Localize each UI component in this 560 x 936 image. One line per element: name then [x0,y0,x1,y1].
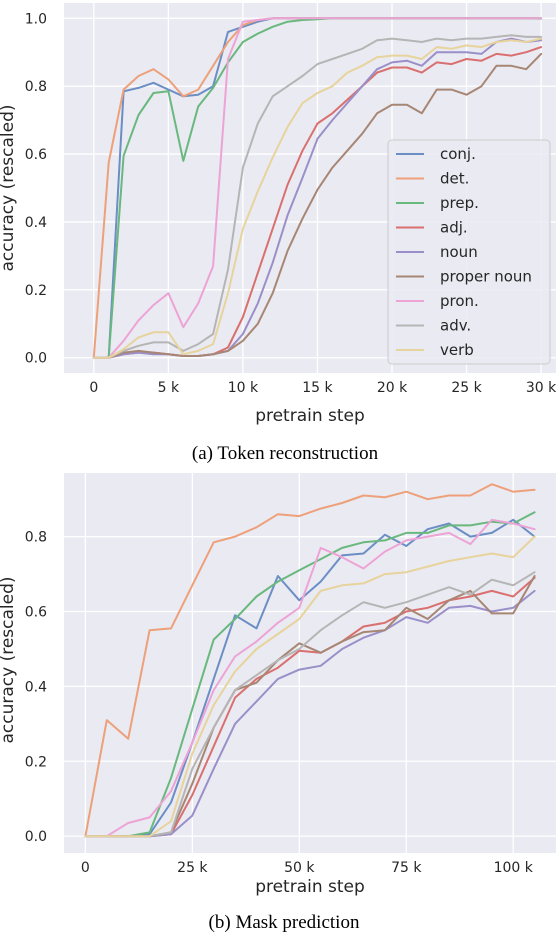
y-tick-label: 0.8 [25,530,47,546]
y-axis-label: accuracy (rescaled) [0,104,18,271]
y-axis-label: accuracy (rescaled) [0,576,18,743]
legend-label-det: det. [440,170,469,188]
x-tick-label: 0 [81,860,90,876]
x-tick-labels: 0 25 k 50 k 75 k 100 k [81,860,534,876]
x-tick-labels: 0 5 k 10 k 15 k 20 k 25 k 30 k [89,380,557,396]
legend-label-proper-noun: proper noun [440,268,532,286]
legend-label-adj: adj. [440,219,468,237]
x-tick-label: 50 k [284,860,315,876]
x-axis-label: pretrain step [255,877,365,897]
y-tick-label: 0.0 [25,351,47,367]
series-line-det [84,483,536,838]
x-tick-label: 100 k [494,860,534,876]
y-tick-label: 0.6 [25,605,47,621]
legend-label-conj: conj. [440,145,476,163]
legend-label-verb: verb [440,341,474,359]
x-tick-label: 0 [89,380,98,396]
x-axis-label: pretrain step [255,406,365,426]
series-lines [92,17,543,359]
x-tick-label: 20 k [377,380,408,396]
panel-token-reconstruction: 0 5 k 10 k 15 k 20 k 25 k 30 k 0.0 0.2 0.4 0.6 0.8… [0,3,557,464]
series-line-pron [92,17,543,359]
y-tick-label: 0.4 [25,679,47,695]
legend-box [387,139,551,365]
legend-label-adv: adv. [440,317,471,335]
x-tick-label: 30 k [526,380,557,396]
series-line-adv [84,571,536,838]
y-tick-label: 0.2 [25,754,47,770]
y-tick-label: 0.8 [25,79,47,95]
legend-label-pron: pron. [440,292,479,310]
series-line-verb [84,535,536,838]
y-tick-label: 0.6 [25,147,47,163]
series-line-verb [92,37,543,359]
caption-b: (b) Mask prediction [209,912,360,933]
x-tick-label: 10 k [228,380,259,396]
series-lines [84,483,536,838]
panel-mask-prediction: 0 25 k 50 k 75 k 100 k 0.0 0.2 0.4 0.6 0.8 pretr… [0,473,556,933]
x-tick-label: 25 k [177,860,208,876]
y-tick-label: 0.4 [25,215,47,231]
x-tick-label: 15 k [302,380,333,396]
y-tick-labels: 0.0 0.2 0.4 0.6 0.8 1.0 [25,11,47,366]
x-tick-label: 25 k [451,380,482,396]
x-tick-label: 5 k [158,380,180,396]
y-tick-label: 0.2 [25,283,47,299]
x-tick-label: 75 k [391,860,422,876]
series-line-conj [84,518,536,838]
y-tick-label: 1.0 [25,11,47,27]
y-tick-labels: 0.0 0.2 0.4 0.6 0.8 [25,530,47,846]
caption-a: (a) Token reconstruction [192,443,379,464]
legend: conj. det. prep. adj. noun proper noun pron. ad… [387,139,551,365]
legend-label-noun: noun [440,243,478,261]
legend-label-prep: prep. [440,194,479,212]
series-line-proper-noun [92,52,543,359]
series-line-pron [84,518,536,838]
series-line-adv [92,34,543,359]
y-tick-label: 0.0 [25,829,47,845]
